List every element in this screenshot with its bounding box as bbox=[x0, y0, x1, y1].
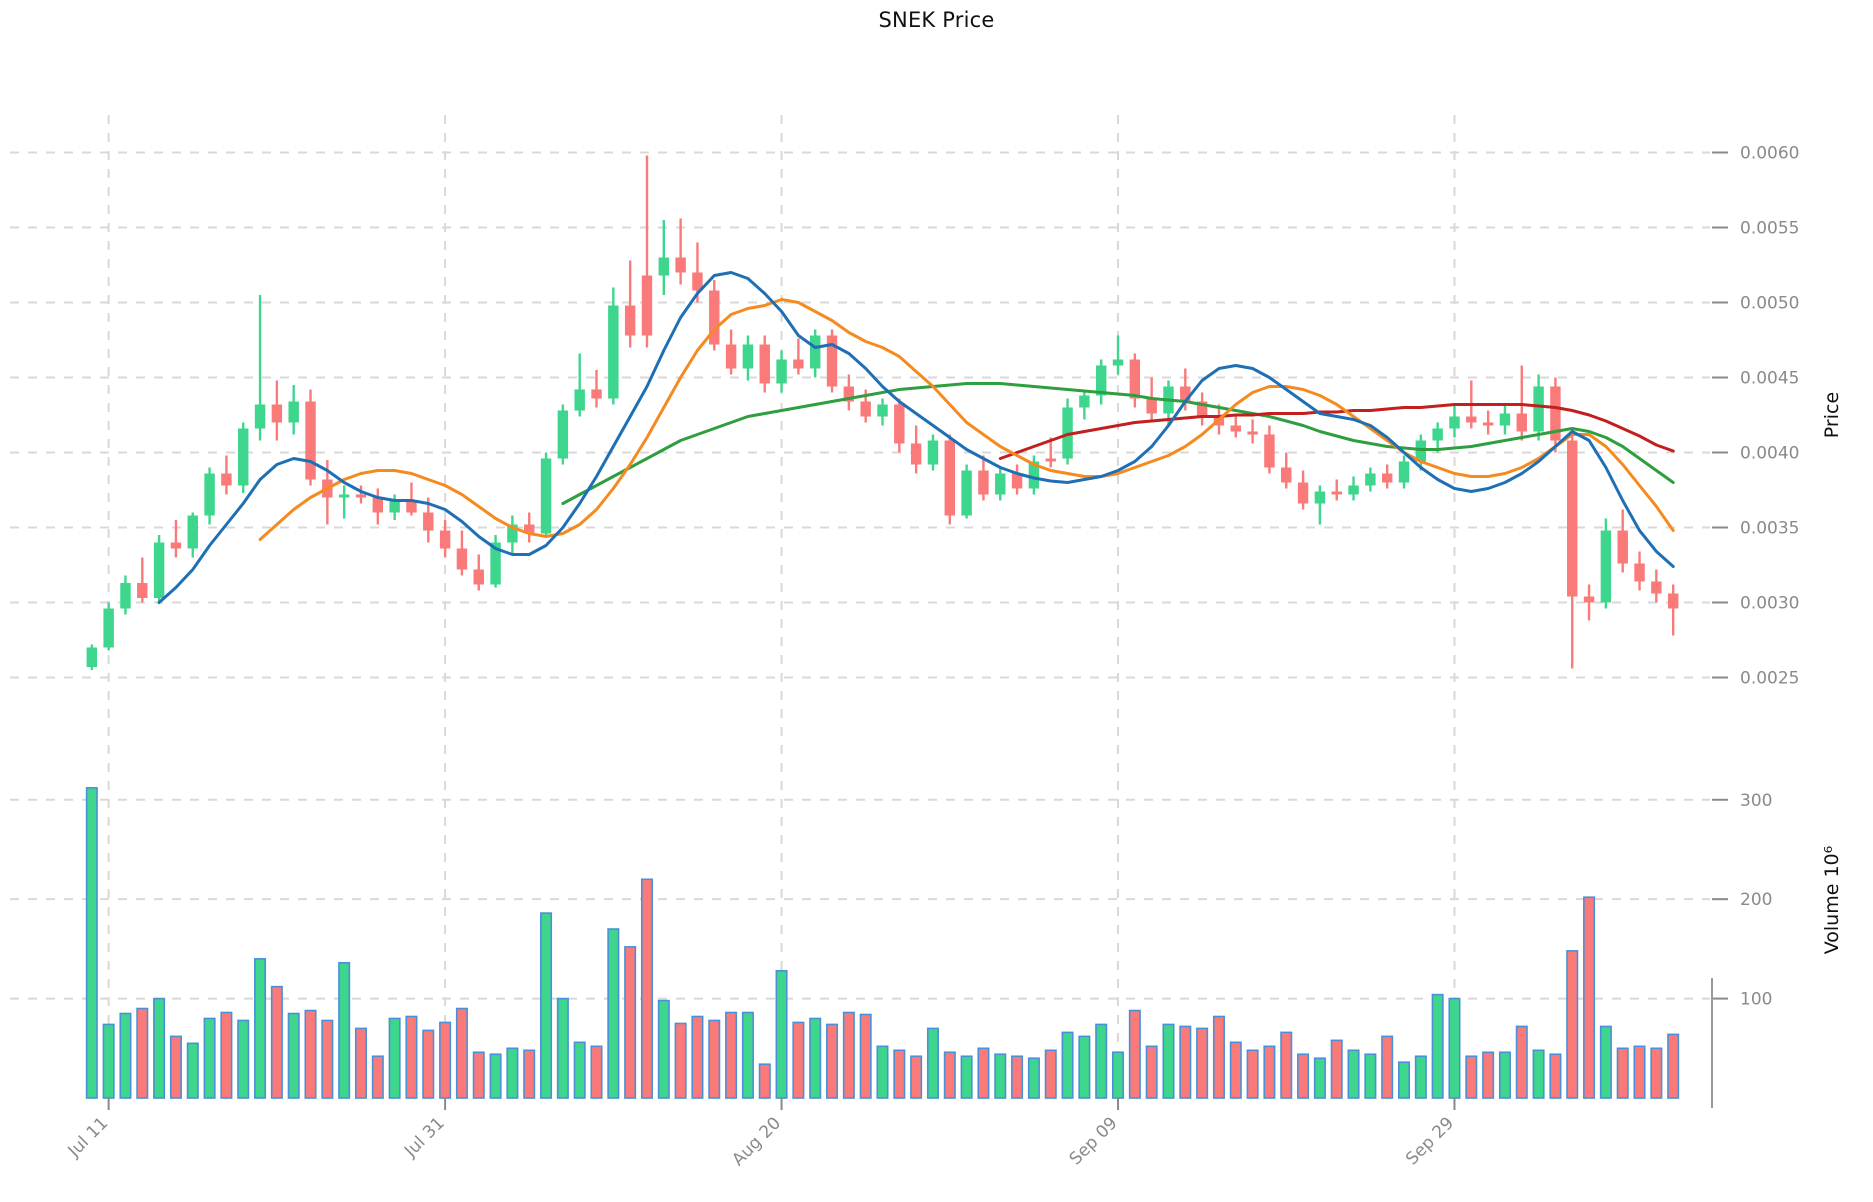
svg-text:100: 100 bbox=[1740, 990, 1772, 1010]
svg-text:0.0035: 0.0035 bbox=[1740, 519, 1799, 539]
svg-text:Aug 20: Aug 20 bbox=[728, 1113, 785, 1170]
page-title: SNEK Price bbox=[878, 8, 995, 32]
svg-text:Sep 09: Sep 09 bbox=[1066, 1113, 1122, 1169]
svg-text:300: 300 bbox=[1740, 791, 1772, 811]
svg-text:Price: Price bbox=[1821, 392, 1843, 438]
svg-text:0.0030: 0.0030 bbox=[1740, 594, 1799, 614]
volume-bars bbox=[85, 787, 1680, 1099]
svg-text:0.0045: 0.0045 bbox=[1740, 369, 1799, 389]
axis-ticks bbox=[107, 151, 1728, 1110]
svg-text:Sep 29: Sep 29 bbox=[1402, 1113, 1458, 1169]
svg-text:0.0060: 0.0060 bbox=[1740, 144, 1799, 164]
svg-text:200: 200 bbox=[1740, 890, 1772, 910]
grid-lines bbox=[10, 115, 1710, 1098]
svg-text:0.0055: 0.0055 bbox=[1740, 219, 1799, 239]
moving-average-lines bbox=[157, 271, 1675, 604]
svg-text:0.0040: 0.0040 bbox=[1740, 444, 1799, 464]
svg-text:0.0050: 0.0050 bbox=[1740, 294, 1799, 314]
svg-text:0.0025: 0.0025 bbox=[1740, 669, 1799, 689]
svg-text:Volume 10⁶: Volume 10⁶ bbox=[1821, 846, 1843, 955]
candles bbox=[86, 155, 1679, 670]
svg-text:Jul 31: Jul 31 bbox=[400, 1113, 448, 1161]
svg-text:Jul 11: Jul 11 bbox=[64, 1113, 112, 1161]
